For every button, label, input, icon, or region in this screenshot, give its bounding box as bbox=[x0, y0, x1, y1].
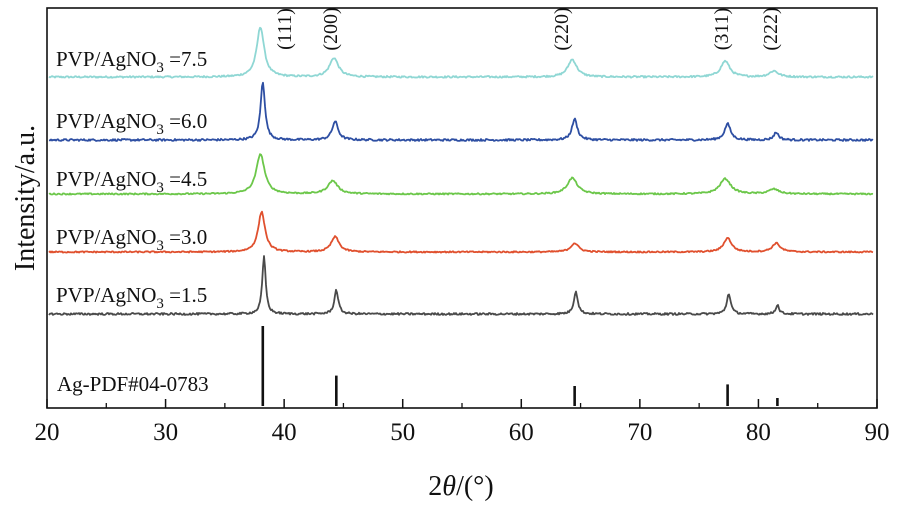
trace-line bbox=[48, 81, 874, 142]
series-label: PVP/AgNO3 =4.5 bbox=[56, 167, 207, 196]
x-axis-title-prefix: 2 bbox=[428, 471, 442, 502]
x-tick-label: 40 bbox=[272, 419, 297, 446]
series-label-subscript: 3 bbox=[156, 238, 164, 254]
series-label-main: PVP/AgNO bbox=[56, 47, 156, 71]
series-label: PVP/AgNO3 =6.0 bbox=[56, 109, 207, 138]
peak-label: (311) bbox=[711, 8, 733, 51]
x-tick-label: 80 bbox=[746, 419, 771, 446]
peak-label: (200) bbox=[320, 7, 342, 50]
series-label-subscript: 3 bbox=[156, 60, 164, 76]
trace-line bbox=[48, 153, 874, 196]
series-label-subscript: 3 bbox=[156, 180, 164, 196]
x-tick-label: 90 bbox=[865, 419, 890, 446]
series-label-main: PVP/AgNO bbox=[56, 283, 156, 307]
x-axis-title: 2θ/(°) bbox=[428, 471, 493, 502]
series-label-main: PVP/AgNO bbox=[56, 109, 156, 133]
x-tick-label: 30 bbox=[153, 419, 178, 446]
x-tick-label: 50 bbox=[390, 419, 415, 446]
series-label: PVP/AgNO3 =3.0 bbox=[56, 225, 207, 254]
series-label-tail: =3.0 bbox=[164, 225, 207, 249]
peak-label: (222) bbox=[760, 7, 782, 50]
series-label: PVP/AgNO3 =7.5 bbox=[56, 47, 207, 76]
x-axis-title-theta: θ bbox=[442, 471, 456, 502]
x-tick-label: 70 bbox=[627, 419, 652, 446]
series-label-tail: =1.5 bbox=[164, 283, 207, 307]
reference-pattern: Ag-PDF#04-0783 bbox=[57, 326, 779, 406]
trace-line bbox=[48, 210, 874, 254]
x-axis-title-unit: /(°) bbox=[456, 471, 494, 502]
x-axis-ticks: 20 30 40 50 60 70 80 90 bbox=[35, 399, 890, 446]
series-label-subscript: 3 bbox=[156, 296, 164, 312]
peak-labels: (111) (200) (220) (311) (222) bbox=[274, 7, 782, 50]
series-label: PVP/AgNO3 =1.5 bbox=[56, 283, 207, 312]
y-axis-title: Intensity/a.u. bbox=[10, 125, 41, 271]
x-tick-label: 20 bbox=[35, 419, 60, 446]
reference-label: Ag-PDF#04-0783 bbox=[57, 372, 209, 396]
peak-label: (111) bbox=[274, 8, 296, 50]
trace-line bbox=[48, 26, 874, 79]
series-label-main: PVP/AgNO bbox=[56, 225, 156, 249]
series-label-tail: =6.0 bbox=[164, 109, 207, 133]
series-label-tail: =4.5 bbox=[164, 167, 207, 191]
peak-label: (220) bbox=[551, 7, 573, 50]
series-label-tail: =7.5 bbox=[164, 47, 207, 71]
series-label-main: PVP/AgNO bbox=[56, 167, 156, 191]
x-tick-label: 60 bbox=[509, 419, 534, 446]
trace-line bbox=[48, 255, 874, 316]
series-label-subscript: 3 bbox=[156, 122, 164, 138]
